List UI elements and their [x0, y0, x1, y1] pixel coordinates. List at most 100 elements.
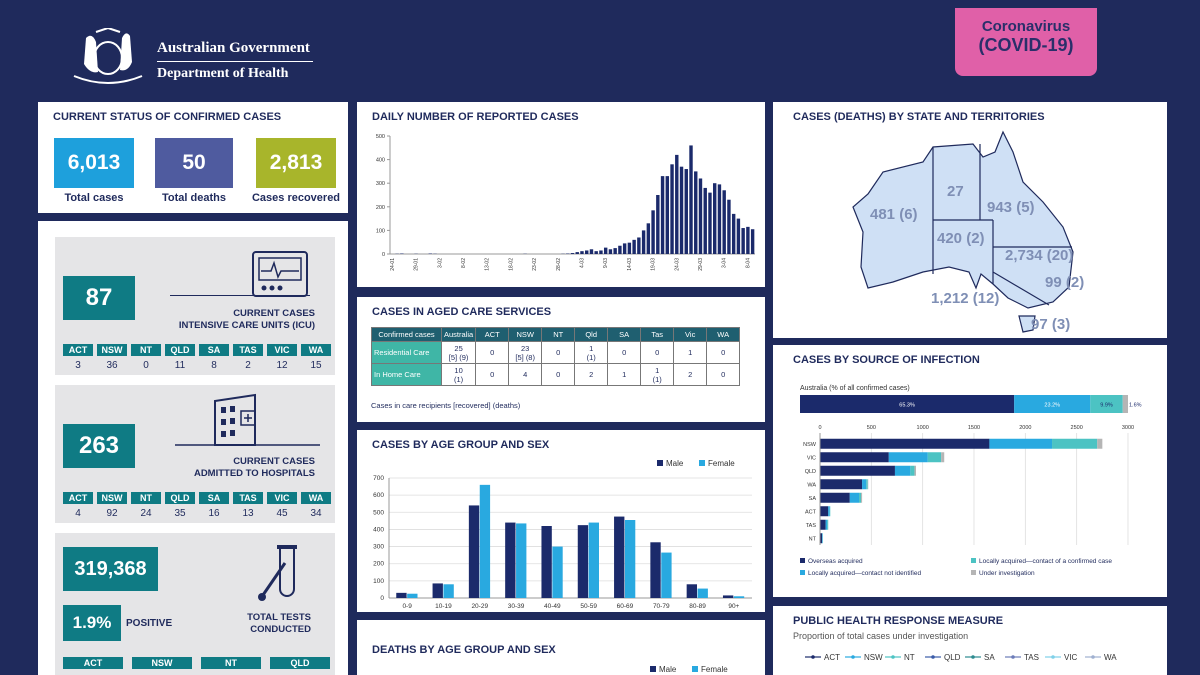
- deaths-chart: Male Female: [650, 665, 728, 674]
- bar: [613, 248, 617, 254]
- bar-segment: [867, 479, 869, 490]
- legend-swatch: [800, 570, 805, 575]
- cell: 0: [640, 341, 675, 364]
- icu-label: CURRENT CASES: [233, 308, 315, 319]
- map-label: 27: [947, 183, 964, 200]
- state-header: SA: [199, 492, 229, 504]
- legend-label: NT: [904, 653, 915, 662]
- bar: [603, 247, 608, 254]
- state-count: 34: [310, 508, 322, 519]
- y-tick-label: 100: [373, 578, 384, 585]
- stat-label: Total deaths: [162, 192, 226, 204]
- state-header: VIC: [267, 344, 297, 356]
- bar: [703, 187, 707, 254]
- x-tick-label: 0-9: [402, 603, 412, 610]
- row-header: Residential Care: [371, 341, 442, 364]
- x-tick-label: 9-03: [603, 258, 609, 268]
- x-tick-label: 90+: [728, 603, 739, 610]
- bar: [577, 525, 589, 598]
- legend-marker: [1051, 655, 1055, 659]
- bar: [750, 229, 755, 254]
- cell: 0: [607, 341, 642, 364]
- bar: [694, 171, 698, 254]
- x-tick-label: 3000: [1122, 425, 1134, 431]
- state-header: TAS: [233, 344, 263, 356]
- hospital-label: CURRENT CASES: [233, 456, 315, 467]
- header-cell: Confirmed cases: [371, 327, 442, 342]
- state-header: NT: [131, 344, 161, 356]
- y-tick-label: VIC: [807, 455, 816, 461]
- panel-title: DAILY NUMBER OF REPORTED CASES: [372, 111, 579, 123]
- header-cell: WA: [706, 327, 741, 342]
- map-label: 420 (2): [937, 230, 985, 247]
- bar: [733, 596, 745, 598]
- y-tick-label: 300: [376, 181, 385, 187]
- cell: 23 [5] (8): [508, 341, 543, 364]
- y-tick-label: 0: [380, 595, 384, 602]
- x-tick-label: 24-01: [390, 258, 396, 271]
- state-count: 16: [208, 508, 220, 519]
- x-tick-label: 29-01: [414, 258, 420, 271]
- deaths-panel: DEATHS BY AGE GROUP AND SEX Male Female: [357, 620, 765, 675]
- bar: [570, 253, 575, 254]
- x-tick-label: 40-49: [544, 603, 561, 610]
- state-borders: [932, 144, 1072, 306]
- icu-label: INTENSIVE CARE UNITS (ICU): [178, 320, 315, 331]
- map-panel: CASES (DEATHS) BY STATE AND TERRITORIES …: [773, 102, 1167, 338]
- bar-segment: [888, 452, 928, 463]
- state-count: 13: [242, 508, 254, 519]
- state-count: 0: [143, 360, 149, 371]
- x-tick-label: 2000: [1019, 425, 1031, 431]
- y-tick-label: 600: [373, 492, 384, 499]
- bar: [713, 183, 717, 254]
- x-tick-label: 20-29: [471, 603, 488, 610]
- state-count: 24: [140, 508, 152, 519]
- bar: [651, 210, 655, 254]
- x-tick-label: 60-69: [617, 603, 634, 610]
- panel-title: CURRENT STATUS OF CONFIRMED CASES: [53, 111, 282, 123]
- cell: 2: [673, 363, 708, 386]
- stat-value: 6,013: [54, 138, 134, 188]
- legend-marker: [1011, 655, 1015, 659]
- y-tick-label: QLD: [805, 469, 816, 475]
- bar-segment: [910, 465, 915, 476]
- aged-table: Confirmed cases Australia ACT NSW NT Qld SA Tas…: [371, 327, 741, 386]
- bar: [717, 184, 722, 254]
- state-header: NSW: [132, 657, 192, 669]
- legend-marker: [931, 655, 935, 659]
- legend-label: WA: [1104, 653, 1117, 662]
- panel-title: CASES (DEATHS) BY STATE AND TERRITORIES: [793, 111, 1045, 123]
- x-tick-label: 19-03: [651, 258, 657, 271]
- y-tick-label: 400: [373, 526, 384, 533]
- map-label: 481 (6): [870, 206, 918, 223]
- y-tick-label: 400: [376, 158, 385, 164]
- summary-value-label: 9.9%: [1100, 403, 1113, 409]
- tests-section: 319,368 1.9% POSITIVE TOTAL TESTS CONDUC…: [55, 533, 335, 675]
- bar: [746, 226, 750, 254]
- bar-segment: [820, 533, 823, 544]
- bar: [722, 595, 734, 598]
- legend-marker: [891, 655, 895, 659]
- header-cell: NSW: [508, 327, 543, 342]
- bar: [580, 251, 584, 254]
- bar: [736, 218, 741, 254]
- bar: [641, 230, 646, 254]
- bar-segment: [822, 533, 823, 544]
- y-tick-label: NT: [809, 536, 817, 542]
- legend-label: Male: [659, 665, 677, 674]
- state-header: NT: [201, 657, 261, 669]
- bar-segment: [820, 479, 863, 490]
- bar: [722, 190, 726, 254]
- state-header: SA: [199, 344, 229, 356]
- bar: [575, 252, 579, 254]
- cell: 10 (1): [440, 363, 477, 386]
- bar: [552, 546, 563, 598]
- legend-swatch: [650, 666, 656, 672]
- bar: [679, 166, 684, 254]
- cell: 1: [673, 341, 708, 364]
- legend-label: Overseas acquired: [808, 558, 863, 565]
- age-panel: CASES BY AGE GROUP AND SEX 0 100 200 300 400…: [357, 430, 765, 612]
- cell: 4: [508, 363, 543, 386]
- x-tick-label: 2500: [1071, 425, 1083, 431]
